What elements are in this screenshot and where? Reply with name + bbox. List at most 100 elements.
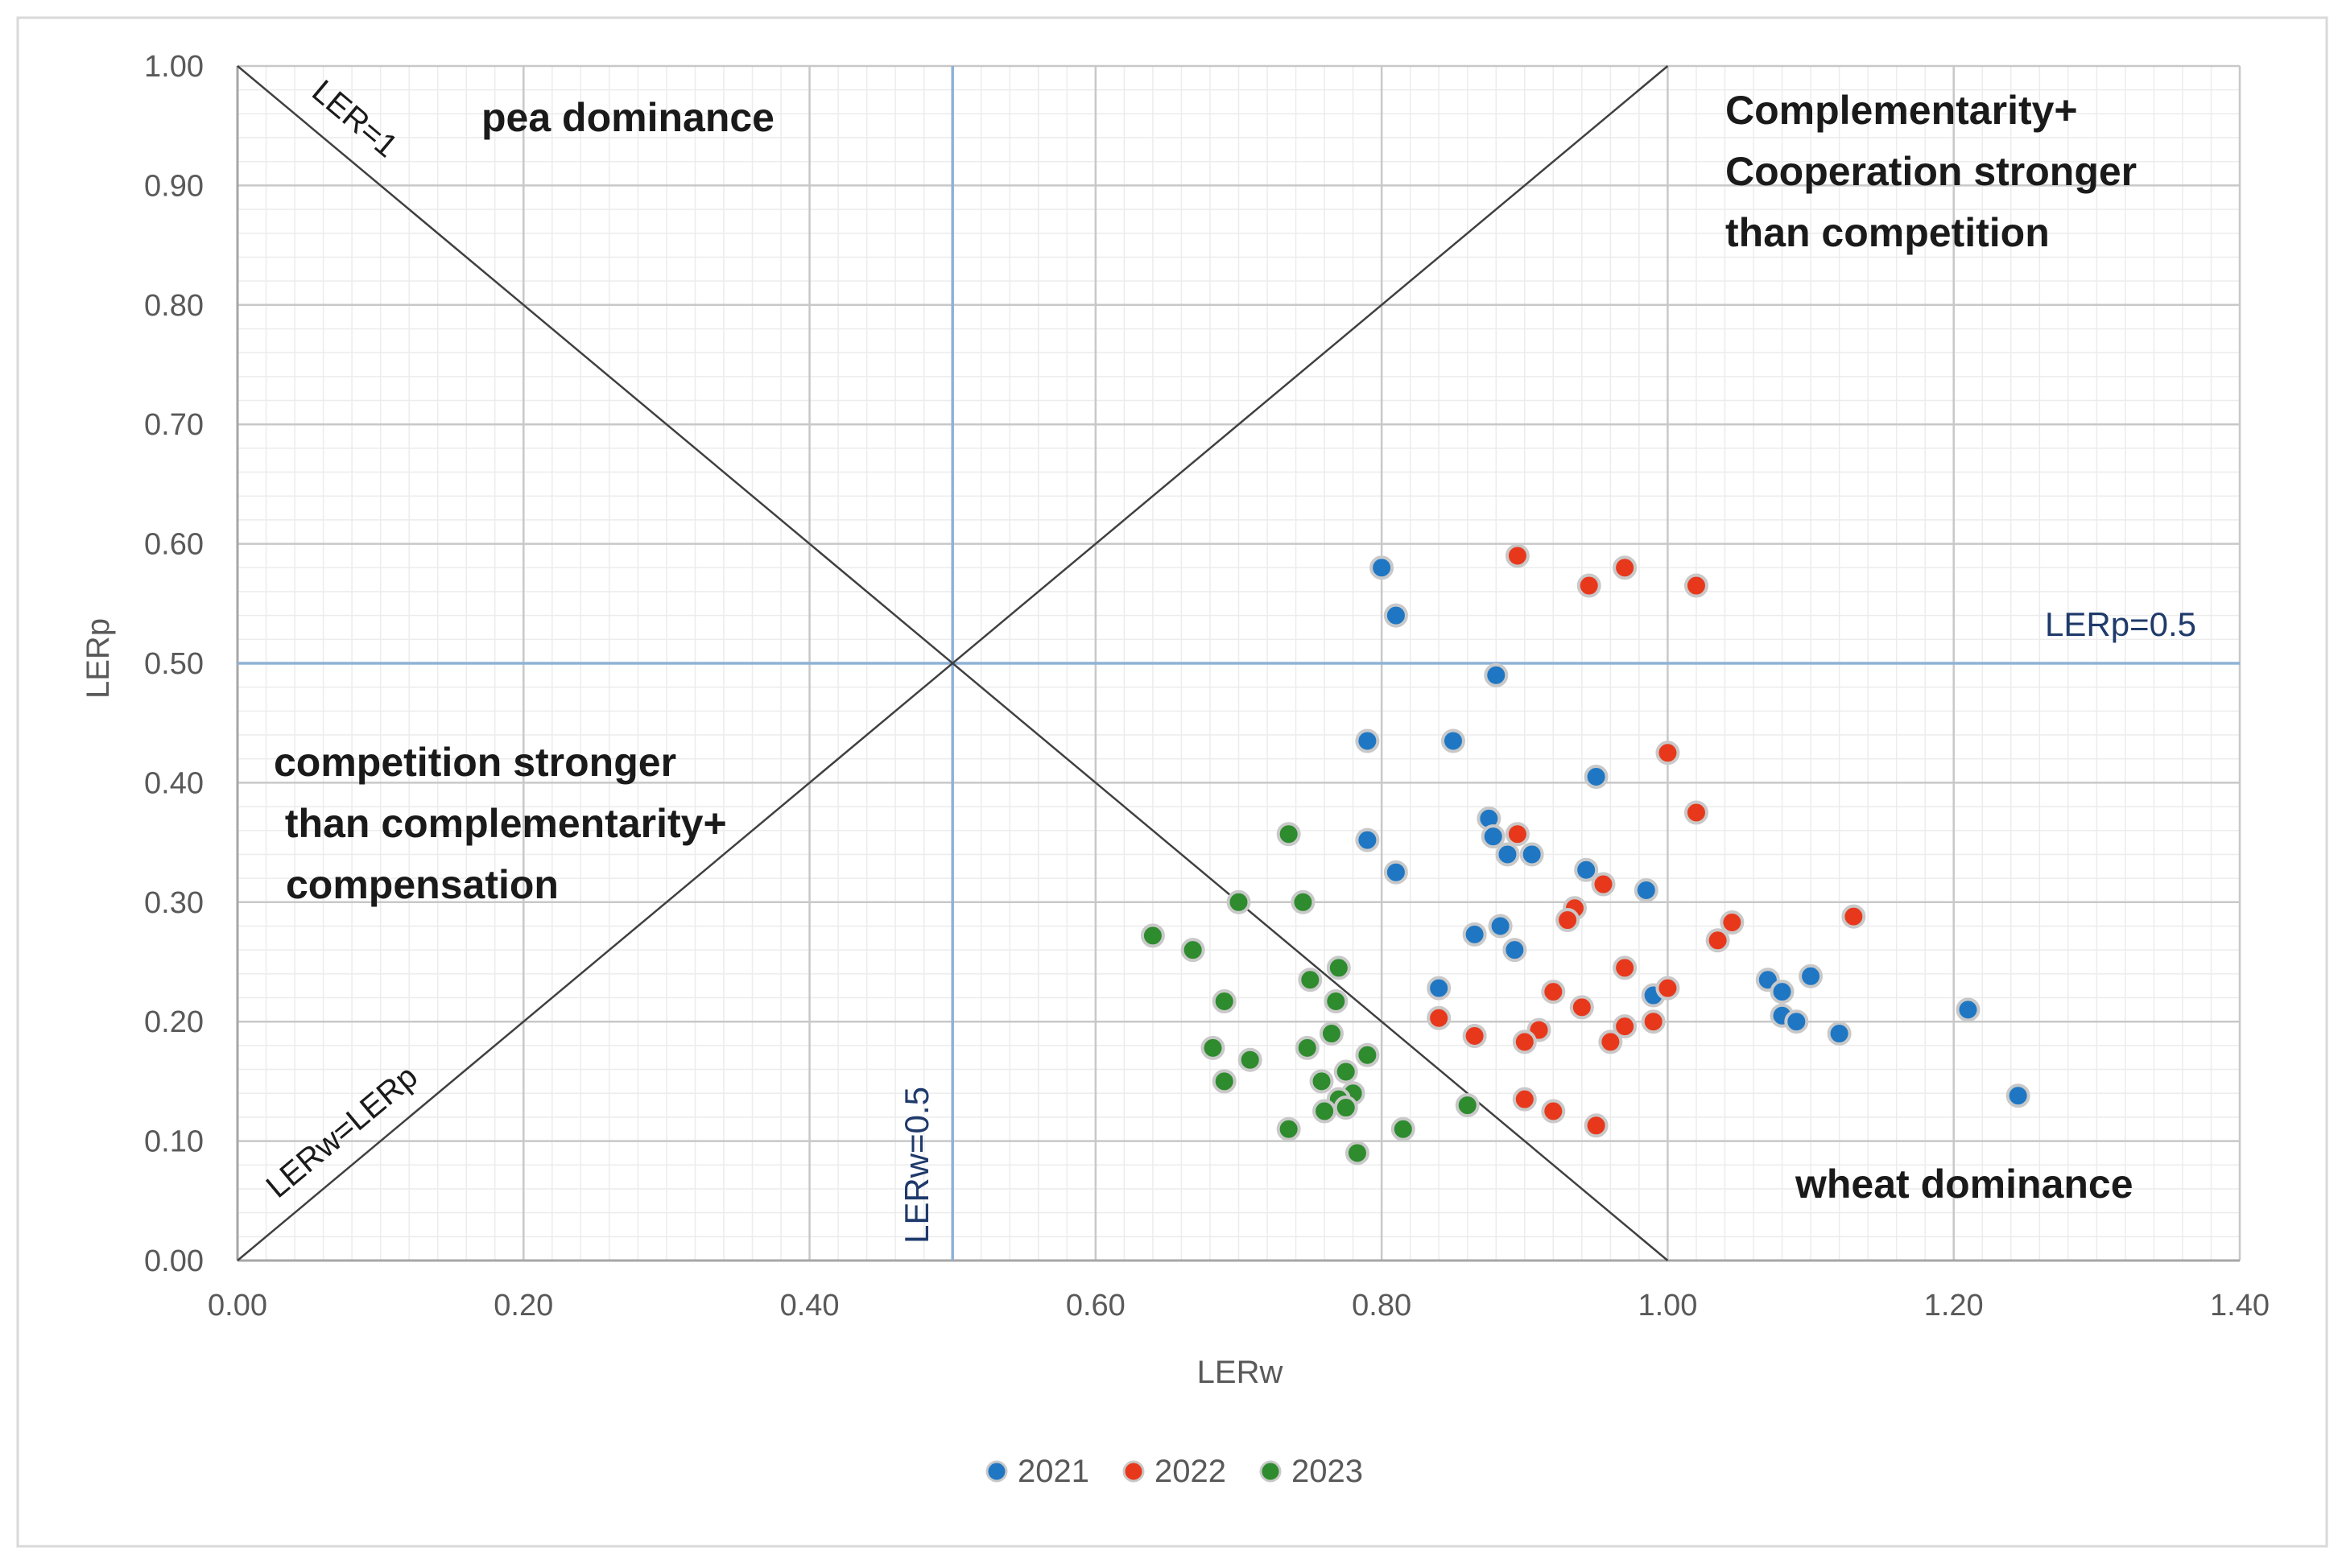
label-lerp05: LERp=0.5 (2045, 605, 2196, 643)
data-point-2021 (1956, 997, 1981, 1022)
data-point-2023 (1295, 1035, 1320, 1060)
x-tick-label: 1.00 (1638, 1289, 1697, 1322)
data-point-2022 (1541, 980, 1566, 1005)
x-tick-label: 0.20 (494, 1289, 553, 1322)
data-point-2022 (1613, 1014, 1638, 1039)
annotation-pea-dominance: pea dominance (481, 95, 774, 140)
y-tick-label: 0.40 (144, 766, 204, 800)
data-point-2021 (1784, 1009, 1809, 1034)
data-point-2021 (1488, 914, 1513, 939)
data-point-2022 (1591, 872, 1616, 897)
y-tick-label: 0.50 (144, 647, 204, 681)
legend: 2021 2022 2023 (985, 1454, 1363, 1489)
data-point-2022 (1541, 1099, 1566, 1124)
data-point-2022 (1576, 573, 1601, 598)
legend-label-2022: 2022 (1154, 1454, 1226, 1489)
data-point-2022 (1427, 1005, 1452, 1030)
data-point-2023 (1319, 1021, 1344, 1046)
data-point-2022 (1569, 995, 1594, 1020)
annotation-competition-2: than complementarity+ (274, 801, 727, 846)
legend-marker-2023 (1259, 1460, 1282, 1483)
y-tick-label: 0.70 (144, 408, 204, 442)
annotation-competition-1: competition stronger (274, 740, 676, 785)
y-tick-label: 0.60 (144, 528, 204, 562)
annotation-competition-3: compensation (286, 862, 559, 907)
data-point-2023 (1276, 1116, 1301, 1141)
data-point-2021 (1574, 857, 1599, 882)
data-point-2021 (1495, 842, 1520, 867)
reference-line-lerw-lerp (237, 65, 1669, 1261)
data-point-2022 (1584, 1113, 1609, 1138)
reference-lines (237, 65, 2240, 1261)
x-tick-label: 1.40 (2210, 1289, 2270, 1322)
y-tick-label: 0.80 (144, 289, 204, 323)
y-tick-label: 0.30 (144, 886, 204, 920)
legend-label-2021: 2021 (1018, 1454, 1089, 1489)
data-point-2023 (1326, 955, 1351, 980)
data-point-2021 (1355, 728, 1380, 753)
legend-label-2023: 2023 (1291, 1454, 1363, 1489)
data-point-2022 (1683, 573, 1708, 598)
x-axis-title: LERw (1197, 1355, 1283, 1390)
data-point-2022 (1512, 1087, 1537, 1112)
data-point-2023 (1309, 1069, 1334, 1094)
legend-marker-2022 (1122, 1460, 1145, 1483)
data-point-2021 (1634, 877, 1658, 902)
data-point-2021 (1355, 827, 1380, 852)
data-point-2023 (1212, 1069, 1237, 1094)
data-point-2022 (1555, 908, 1580, 933)
data-point-2023 (1333, 1096, 1358, 1120)
x-tick-labels: 0.00 0.20 0.40 0.60 0.80 1.00 1.20 1.40 (208, 1289, 2270, 1322)
data-point-2022 (1841, 904, 1866, 929)
data-point-2023 (1390, 1116, 1415, 1141)
annotation-wheat-dominance: wheat dominance (1795, 1162, 2133, 1207)
data-points (1140, 543, 2030, 1166)
data-point-2021 (1799, 963, 1824, 988)
series-2023 (1140, 822, 1480, 1166)
data-point-2023 (1276, 822, 1301, 847)
data-point-2021 (1484, 662, 1509, 687)
y-tick-label: 0.00 (144, 1244, 204, 1278)
y-tick-labels: 0.00 0.10 0.20 0.30 0.40 0.50 0.60 0.70 0.80 0.90… (144, 50, 204, 1278)
data-point-2023 (1200, 1035, 1225, 1060)
data-point-2022 (1505, 822, 1530, 847)
data-point-2023 (1180, 938, 1205, 963)
legend-marker-2021 (985, 1460, 1008, 1483)
data-point-2023 (1291, 889, 1316, 914)
series-2021 (1355, 555, 2030, 1108)
data-point-2022 (1720, 910, 1745, 935)
x-tick-label: 0.80 (1352, 1289, 1411, 1322)
data-point-2021 (1383, 860, 1408, 885)
x-tick-label: 0.40 (780, 1289, 840, 1322)
label-lerw05: LERw=0.5 (898, 1087, 936, 1244)
data-point-2022 (1641, 1009, 1666, 1034)
data-point-2023 (1344, 1141, 1369, 1166)
y-axis-title: LERp (81, 618, 116, 699)
data-point-2022 (1505, 543, 1530, 568)
series-2022 (1427, 543, 1866, 1138)
annotation-complementarity-2: Cooperation stronger (1725, 149, 2137, 194)
y-tick-label: 0.10 (144, 1125, 204, 1159)
data-point-2021 (1369, 555, 1394, 580)
data-point-2023 (1455, 1093, 1480, 1118)
data-point-2022 (1613, 955, 1638, 980)
data-point-2023 (1312, 1099, 1337, 1124)
data-point-2022 (1683, 800, 1708, 825)
data-point-2022 (1598, 1030, 1623, 1054)
data-point-2023 (1324, 988, 1349, 1013)
data-point-2022 (1655, 741, 1680, 765)
data-point-2021 (1584, 764, 1609, 789)
data-point-2023 (1212, 988, 1237, 1013)
data-point-2021 (2005, 1083, 2030, 1108)
data-point-2022 (1613, 555, 1638, 580)
y-tick-label: 0.20 (144, 1005, 204, 1039)
y-tick-label: 1.00 (144, 50, 204, 84)
data-point-2021 (1827, 1021, 1852, 1046)
annotation-complementarity-3: than competition (1725, 210, 2050, 255)
data-point-2022 (1705, 928, 1730, 953)
data-point-2021 (1519, 842, 1544, 867)
data-point-2021 (1383, 603, 1408, 628)
data-point-2023 (1140, 923, 1165, 948)
data-point-2023 (1237, 1047, 1262, 1072)
